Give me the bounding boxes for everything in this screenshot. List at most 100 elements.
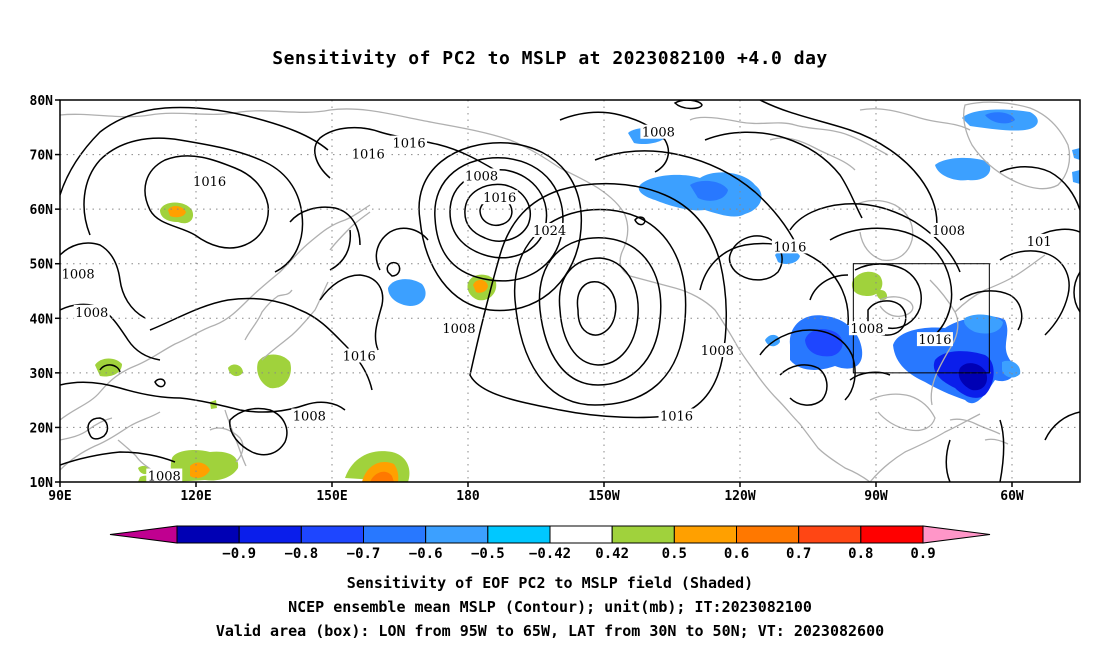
lon-tick-label: 90W xyxy=(864,489,888,504)
colorbar-swatch xyxy=(611,525,675,544)
contour-label-bg xyxy=(291,408,328,423)
colorbar-upper-extension xyxy=(922,525,991,544)
colorbar-swatch xyxy=(176,525,240,544)
contour-label: 1016 xyxy=(343,349,376,364)
lat-tick-label: 80N xyxy=(30,94,54,109)
colorbar-label: −0.9 xyxy=(222,546,256,562)
colorbar-swatch xyxy=(487,525,551,544)
negative-shade xyxy=(690,180,728,201)
positive-shade xyxy=(851,271,883,296)
contour-label-bg xyxy=(191,173,228,188)
contour-label: 1008 xyxy=(701,344,734,359)
contour-label: 1008 xyxy=(75,306,108,321)
contour-label-bg xyxy=(771,239,808,254)
contour-label: 1008 xyxy=(932,224,965,239)
contour-label-bg xyxy=(699,343,736,358)
negative-shade xyxy=(985,112,1015,124)
colorbar-label: −0.6 xyxy=(409,546,443,562)
negative-shade xyxy=(964,314,1003,334)
lon-tick-label: 90E xyxy=(48,489,71,504)
lat-tick-label: 70N xyxy=(30,149,54,164)
contour-label-bg xyxy=(341,348,378,363)
positive-shade xyxy=(190,462,210,478)
contour-label: 1008 xyxy=(850,322,883,337)
contour-label-bg xyxy=(531,222,568,237)
contour-label-bg xyxy=(640,124,677,139)
contour-label-bg xyxy=(658,408,695,423)
colorbar-swatch xyxy=(549,525,613,544)
colorbar-label: −0.42 xyxy=(529,546,571,562)
lat-tick-label: 20N xyxy=(30,421,54,436)
positive-shade xyxy=(876,290,888,300)
coastlines xyxy=(60,101,1071,482)
positive-shade xyxy=(95,358,122,377)
contour-label-bg xyxy=(463,168,500,183)
colorbar-label: −0.8 xyxy=(284,546,318,562)
lat-tick-label: 60N xyxy=(30,203,54,218)
sensitivity-shading xyxy=(95,109,1080,482)
positive-shade xyxy=(473,279,488,293)
contour-label-bg xyxy=(391,135,428,150)
colorbar-lower-extension xyxy=(109,525,178,544)
colorbar-swatch xyxy=(300,525,365,544)
contour-label-bg xyxy=(848,321,885,336)
colorbar-swatch xyxy=(425,525,489,544)
contour-label: 1008 xyxy=(148,470,181,485)
colorbar-swatch xyxy=(363,525,427,544)
footer-valid-area-caption: Valid area (box): LON from 95W to 65W, L… xyxy=(215,622,885,640)
contour-label-bg xyxy=(73,304,110,319)
valid-area-box xyxy=(852,263,990,374)
contour-label-bg xyxy=(930,222,967,237)
contour-label: 1016 xyxy=(773,240,806,255)
plot-frame xyxy=(59,99,1081,483)
contour-label: 1024 xyxy=(533,224,566,239)
mslp-contours xyxy=(60,100,1080,482)
colorbar-label: −0.7 xyxy=(347,546,381,562)
lat-tick-label: 40N xyxy=(30,312,54,327)
colorbar-swatch xyxy=(860,525,924,544)
lon-tick-label: 180 xyxy=(456,489,480,504)
colorbar-label: 0.6 xyxy=(724,546,749,562)
lat-tick-label: 50N xyxy=(30,258,54,273)
graticule xyxy=(60,100,1080,482)
contour-label-bg xyxy=(440,321,477,336)
colorbar-label: 0.9 xyxy=(910,546,935,562)
contour-label: 1016 xyxy=(193,175,226,190)
positive-shade xyxy=(370,471,394,482)
contour-label: 1008 xyxy=(465,169,498,184)
lon-tick-label: 150W xyxy=(588,489,619,504)
contour-label: 1008 xyxy=(62,268,95,283)
contour-label: 1016 xyxy=(393,137,426,152)
contour-label-bg xyxy=(146,468,183,483)
lat-tick-label: 10N xyxy=(30,476,54,491)
contour-label-bg xyxy=(60,266,97,281)
colorbar-swatch xyxy=(238,525,302,544)
contour-label: 1016 xyxy=(483,191,516,206)
colorbar-label: 0.8 xyxy=(848,546,873,562)
contour-labels: 1008 1016 1016 1008 1016 1016 1024 1016 1008 101 1… xyxy=(60,124,1054,485)
contour-label: 1008 xyxy=(442,322,475,337)
negative-shade xyxy=(388,279,426,306)
negative-shade xyxy=(958,363,988,391)
lon-tick-label: 120W xyxy=(724,489,755,504)
colorbar: −0.9 −0.8 −0.7 −0.6 −0.5 −0.42 0.42 0.5 0.6 0.7 0.… xyxy=(109,525,991,562)
negative-shade xyxy=(935,157,991,181)
map-title: Sensitivity of PC2 to MSLP at 2023082100… xyxy=(272,48,828,69)
footer-shaded-caption: Sensitivity of EOF PC2 to MSLP field (Sh… xyxy=(346,574,754,592)
positive-shade xyxy=(257,354,291,389)
colorbar-swatch xyxy=(736,525,800,544)
contour-label-bg xyxy=(350,146,387,161)
positive-shade xyxy=(228,364,243,377)
lat-tick-label: 30N xyxy=(30,367,54,382)
negative-shade xyxy=(1072,170,1080,184)
footer-contour-caption: NCEP ensemble mean MSLP (Contour); unit(… xyxy=(288,598,812,616)
contour-label-bg xyxy=(1025,233,1054,248)
colorbar-label: 0.7 xyxy=(786,546,811,562)
lon-tick-label: 60W xyxy=(1000,489,1024,504)
colorbar-label: 0.42 xyxy=(595,546,629,562)
lon-tick-label: 150E xyxy=(316,489,347,504)
contour-label-bg xyxy=(481,190,518,205)
colorbar-label: −0.5 xyxy=(471,546,505,562)
contour-label: 1008 xyxy=(642,126,675,141)
